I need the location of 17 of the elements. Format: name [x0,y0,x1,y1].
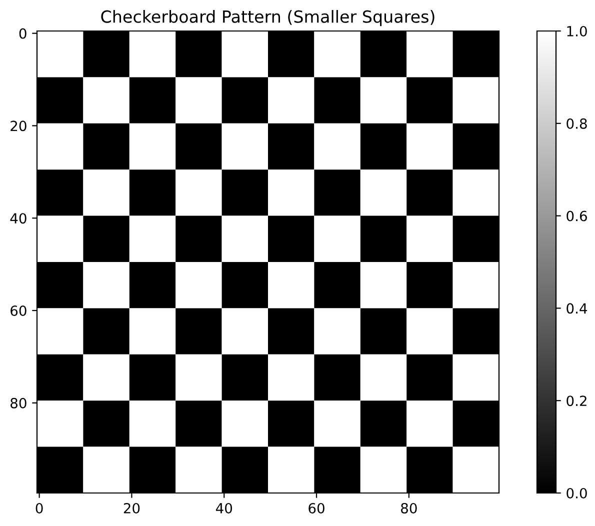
chart-title: Checkerboard Pattern (Smaller Squares) [101,10,434,26]
y-tick-label: 60 [10,305,26,316]
y-tick-label: 0 [19,28,26,39]
x-tick-label: 40 [216,502,232,514]
y-tick-label: 20 [10,120,26,132]
color-bar-label: 0.6 [566,210,587,222]
color-bar-label: 0.4 [566,303,588,314]
color-bar-label: 0.2 [566,396,586,406]
color-bar-label: 1.0 [567,26,587,36]
color-bar-label: 0.0 [566,488,587,498]
color-bar-label: 0.8 [566,118,587,129]
x-tick-label: 0 [36,502,43,514]
x-tick-label: 20 [124,502,140,514]
x-tick-label: 60 [308,502,324,514]
y-tick-label: 40 [10,213,26,224]
x-tick-label: 80 [401,502,417,514]
y-tick-label: 80 [10,398,26,408]
